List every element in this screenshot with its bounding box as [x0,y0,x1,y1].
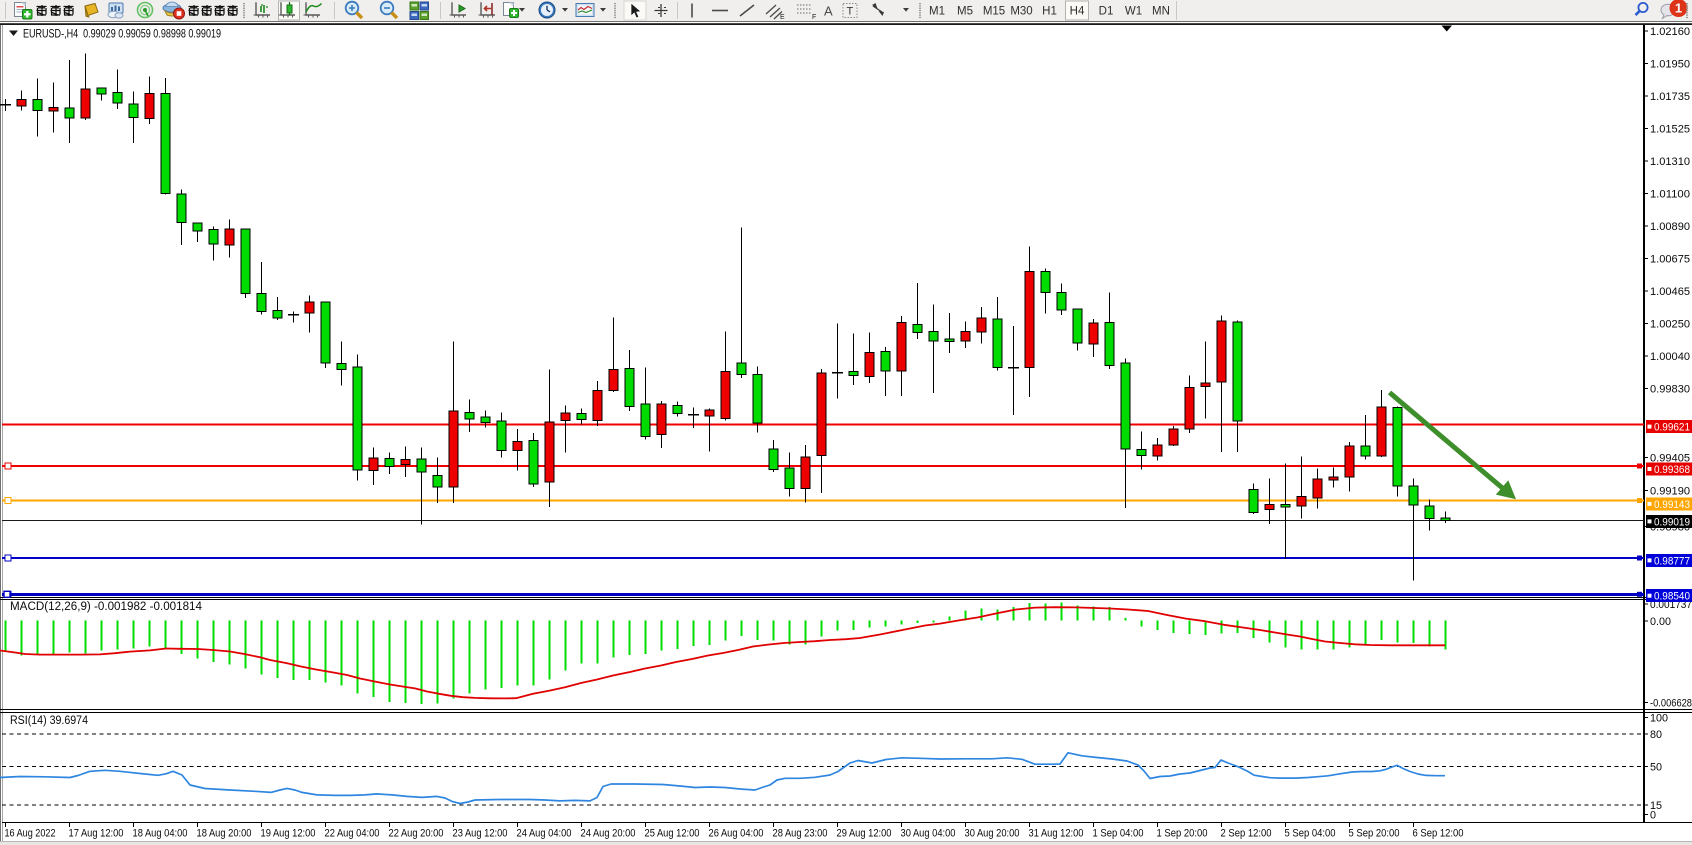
svg-text:19 Aug 12:00: 19 Aug 12:00 [261,828,316,840]
svg-text:18 Aug 20:00: 18 Aug 20:00 [197,828,252,840]
svg-text:1.00465: 1.00465 [1650,286,1690,298]
svg-text:22 Aug 04:00: 22 Aug 04:00 [325,828,380,840]
svg-text:0.99368: 0.99368 [1654,464,1690,476]
svg-text:30 Aug 04:00: 30 Aug 04:00 [901,828,956,840]
svg-text:15: 15 [1650,800,1662,812]
svg-text:1: 1 [1675,1,1682,16]
svg-text:0.99143: 0.99143 [1654,499,1690,511]
svg-text:0.98540: 0.98540 [1654,591,1690,603]
svg-text:RSI(14) 39.6974: RSI(14) 39.6974 [10,715,89,727]
svg-text:F: F [812,14,816,21]
svg-text:1.00675: 1.00675 [1650,254,1690,266]
svg-text:EURUSD-,H4 0.99029 0.99059 0.: EURUSD-,H4 0.99029 0.99059 0.98998 0.990… [23,27,221,41]
svg-text:1.00040: 1.00040 [1650,351,1690,363]
svg-text:H1: H1 [1042,6,1057,18]
svg-text:5 Sep 20:00: 5 Sep 20:00 [1349,828,1400,840]
svg-text:0.99405: 0.99405 [1650,453,1690,465]
svg-text:16 Aug 2022: 16 Aug 2022 [5,828,56,840]
svg-text:H4: H4 [1070,6,1085,18]
svg-text:28 Aug 23:00: 28 Aug 23:00 [773,828,828,840]
svg-text:1.01100: 1.01100 [1650,189,1690,201]
svg-text:-0.006628: -0.006628 [1650,698,1692,710]
svg-text:30 Aug 20:00: 30 Aug 20:00 [965,828,1020,840]
svg-text:6 Sep 12:00: 6 Sep 12:00 [1413,828,1464,840]
svg-text:D1: D1 [1099,6,1114,18]
svg-text:W1: W1 [1125,6,1142,18]
svg-text:1 Sep 04:00: 1 Sep 04:00 [1093,828,1144,840]
svg-text:M15: M15 [983,6,1005,18]
svg-text:17 Aug 12:00: 17 Aug 12:00 [69,828,124,840]
svg-text:22 Aug 20:00: 22 Aug 20:00 [389,828,444,840]
svg-text:18 Aug 04:00: 18 Aug 04:00 [133,828,188,840]
svg-text:1.00890: 1.00890 [1650,221,1690,233]
svg-text:M1: M1 [929,6,945,18]
svg-text:24 Aug 04:00: 24 Aug 04:00 [517,828,572,840]
svg-text:26 Aug 04:00: 26 Aug 04:00 [709,828,764,840]
svg-text:1.01310: 1.01310 [1650,156,1690,168]
svg-text:A: A [824,4,833,19]
svg-text:0.99621: 0.99621 [1654,422,1690,434]
svg-text:1 Sep 20:00: 1 Sep 20:00 [1157,828,1208,840]
svg-text:0.99019: 0.99019 [1654,516,1690,528]
svg-text:31 Aug 12:00: 31 Aug 12:00 [1029,828,1084,840]
svg-text:23 Aug 12:00: 23 Aug 12:00 [453,828,508,840]
svg-text:80: 80 [1650,729,1662,741]
svg-text:M30: M30 [1010,6,1032,18]
svg-text:29 Aug 12:00: 29 Aug 12:00 [837,828,892,840]
svg-text:2 Sep 12:00: 2 Sep 12:00 [1221,828,1272,840]
svg-text:5 Sep 04:00: 5 Sep 04:00 [1285,828,1336,840]
svg-text:100: 100 [1650,713,1668,725]
svg-text:1.02160: 1.02160 [1650,26,1690,38]
svg-text:0.99830: 0.99830 [1650,384,1690,396]
svg-text:50: 50 [1650,761,1662,773]
svg-text:MN: MN [1152,6,1170,18]
svg-text:1.01735: 1.01735 [1650,91,1690,103]
svg-text:1.01525: 1.01525 [1650,124,1690,136]
svg-text:25 Aug 12:00: 25 Aug 12:00 [645,828,700,840]
svg-text:0: 0 [1650,810,1656,822]
svg-text:24 Aug 20:00: 24 Aug 20:00 [581,828,636,840]
svg-text:E: E [780,14,785,21]
svg-text:M5: M5 [957,6,973,18]
svg-text:MACD(12,26,9) -0.001982 -0.001: MACD(12,26,9) -0.001982 -0.001814 [10,601,203,613]
svg-text:0.99190: 0.99190 [1650,486,1690,498]
svg-text:1.01950: 1.01950 [1650,59,1690,71]
svg-text:1.00250: 1.00250 [1650,319,1690,331]
svg-text:0.98777: 0.98777 [1654,555,1690,567]
svg-text:0.00: 0.00 [1650,616,1671,628]
svg-text:T: T [847,6,854,18]
